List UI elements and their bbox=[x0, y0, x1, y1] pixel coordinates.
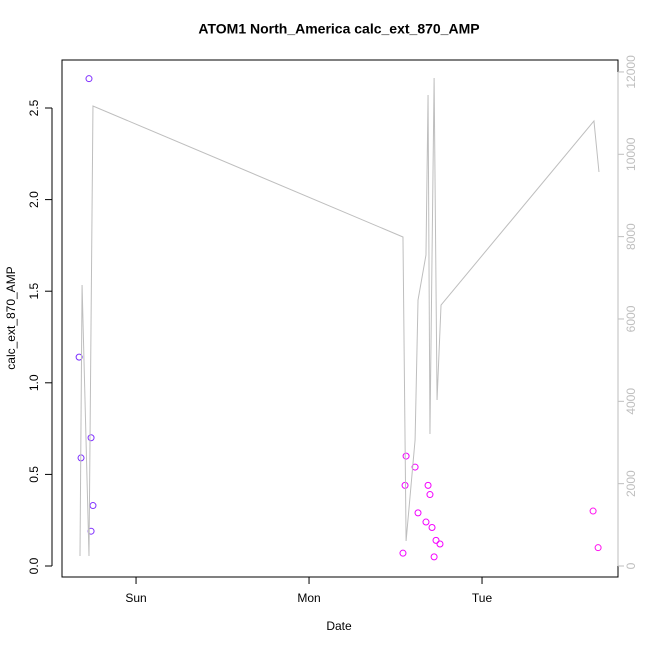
data-point bbox=[85, 75, 93, 83]
y2-tick-label: 2000 bbox=[624, 470, 638, 497]
y2-tick-label: 4000 bbox=[624, 388, 638, 415]
y-tick-label: 1.5 bbox=[27, 283, 41, 300]
y2-tick-label: 10000 bbox=[624, 137, 638, 171]
y2-tick-label: 12000 bbox=[624, 55, 638, 89]
y-tick-label: 1.0 bbox=[27, 374, 41, 391]
y-axis-label: calc_ext_870_AMP bbox=[4, 266, 18, 369]
data-point bbox=[87, 434, 95, 442]
chart-title: ATOM1 North_America calc_ext_870_AMP bbox=[198, 21, 479, 37]
data-point bbox=[426, 491, 434, 499]
data-line bbox=[79, 77, 600, 557]
data-point bbox=[430, 553, 438, 561]
y-tick-label: 2.5 bbox=[27, 99, 41, 116]
y-tick-label: 0.5 bbox=[27, 466, 41, 483]
data-point bbox=[424, 481, 432, 489]
y2-tick-label: 6000 bbox=[624, 305, 638, 332]
data-point bbox=[89, 502, 97, 510]
data-point bbox=[75, 353, 83, 361]
data-point bbox=[402, 452, 410, 460]
x-tick-label: Mon bbox=[297, 591, 320, 605]
data-point bbox=[436, 540, 444, 548]
y-tick-label: 0.0 bbox=[27, 557, 41, 574]
x-tick-label: Sun bbox=[125, 591, 146, 605]
data-point bbox=[399, 549, 407, 557]
data-point bbox=[414, 509, 422, 517]
data-point bbox=[411, 463, 419, 471]
data-point bbox=[594, 544, 602, 552]
x-axis-label: Date bbox=[326, 619, 352, 633]
y-tick-label: 2.0 bbox=[27, 191, 41, 208]
data-point bbox=[589, 507, 597, 515]
y2-tick-label: 0 bbox=[624, 562, 638, 569]
y2-tick-label: 8000 bbox=[624, 223, 638, 250]
data-point bbox=[432, 536, 440, 544]
data-point bbox=[428, 524, 436, 532]
data-point bbox=[422, 518, 430, 526]
x-tick-label: Tue bbox=[472, 591, 493, 605]
